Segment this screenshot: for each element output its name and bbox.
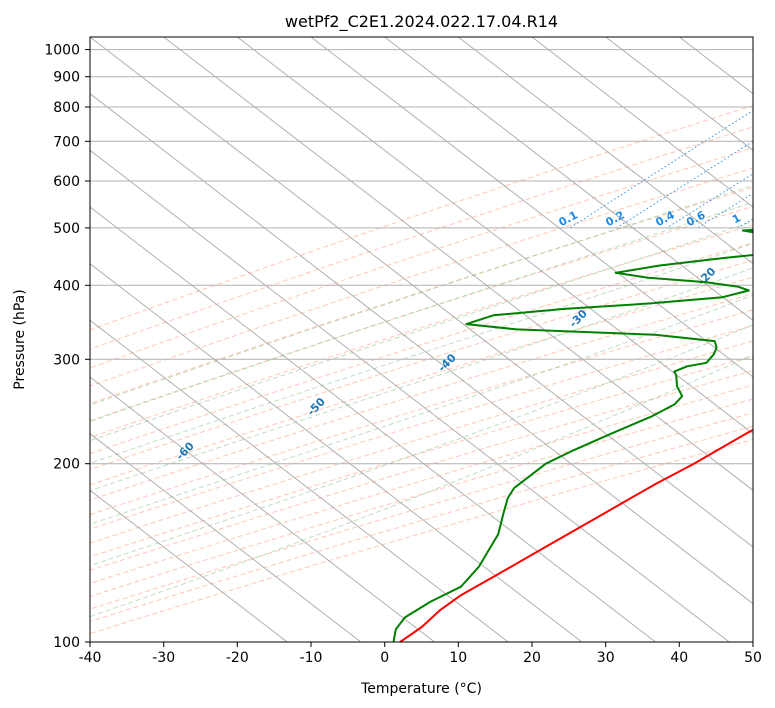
moist-adiabat-line xyxy=(90,267,753,492)
x-tick-label: 20 xyxy=(523,650,541,666)
isotherm-line xyxy=(457,37,753,265)
y-axis-label: Pressure (hPa) xyxy=(12,289,28,389)
x-tick-label: 40 xyxy=(670,650,688,666)
x-axis-label: Temperature (°C) xyxy=(360,681,482,697)
moist-adiabat-line xyxy=(90,184,753,406)
dry-adiabat-line xyxy=(90,384,753,585)
x-tick-label: -20 xyxy=(226,650,249,666)
y-tick-label: 100 xyxy=(53,635,80,651)
isotherm-line xyxy=(90,489,288,642)
dewpoint-profile-line xyxy=(392,228,753,642)
isotherm-line xyxy=(90,319,509,642)
y-tick-label: 700 xyxy=(53,134,80,150)
isotherm-line xyxy=(90,206,656,642)
isotherm-line xyxy=(531,37,753,208)
axes-frame xyxy=(89,36,754,643)
x-tick-label: -30 xyxy=(152,650,175,666)
dry-adiabat-line xyxy=(90,126,753,350)
dry-adiabat-line xyxy=(90,398,753,597)
dry-adiabat-line xyxy=(90,259,753,471)
isotherm-line xyxy=(90,37,753,548)
y-tick-label: 1000 xyxy=(44,43,80,59)
dry-adiabat-line xyxy=(90,293,753,501)
y-tick-label: 200 xyxy=(53,457,80,473)
temperature-profile-line xyxy=(399,428,753,642)
mixing-ratio-line xyxy=(569,109,753,229)
y-tick-label: 800 xyxy=(53,100,80,116)
chart-title: wetPf2_C2E1.2024.022.17.04.R14 xyxy=(285,12,558,32)
isotherm-line xyxy=(90,149,730,642)
y-tick-label: 400 xyxy=(53,278,80,294)
dry-adiabat-line xyxy=(90,224,753,438)
dry-adiabat-line xyxy=(90,309,753,516)
dry-adiabat-line xyxy=(90,147,753,369)
x-tick-label: -40 xyxy=(79,650,102,666)
x-tick-label: -10 xyxy=(300,650,323,666)
dry-adiabat-line xyxy=(90,412,753,610)
dry-adiabat-line xyxy=(90,425,753,622)
axes-layer: -40 -30 -20 -10 0 10 20 30 40 50 100 200 300 400 500 60… xyxy=(44,36,762,666)
x-tick-label: 0 xyxy=(380,650,389,666)
isotherm-line xyxy=(90,93,753,605)
isotherm-line xyxy=(384,37,753,321)
x-tick-label: 50 xyxy=(744,650,762,666)
dry-adiabat-line xyxy=(90,276,753,486)
moist-adiabat-line xyxy=(90,242,753,464)
x-tick-label: 30 xyxy=(597,650,615,666)
mixing-ratio-line xyxy=(616,140,753,229)
moist-adiabat-line xyxy=(90,221,753,442)
isotherm-line xyxy=(90,263,583,642)
y-tick-label: 600 xyxy=(53,174,80,190)
y-tick-label: 300 xyxy=(53,352,80,368)
y-tick-label: 900 xyxy=(53,70,80,86)
x-tick-label: 10 xyxy=(449,650,467,666)
isotherm-line xyxy=(90,433,362,642)
isotherm-line xyxy=(605,37,753,151)
isotherm-line xyxy=(90,376,435,642)
dry-adiabat-line xyxy=(90,186,753,405)
dry-adiabat-line xyxy=(90,370,753,571)
isotherm-line xyxy=(236,37,753,435)
y-tick-label: 500 xyxy=(53,221,80,237)
dry-adiabat-line xyxy=(90,105,753,331)
moist-adiabat-line xyxy=(90,294,753,525)
isotherm-line xyxy=(163,37,753,491)
